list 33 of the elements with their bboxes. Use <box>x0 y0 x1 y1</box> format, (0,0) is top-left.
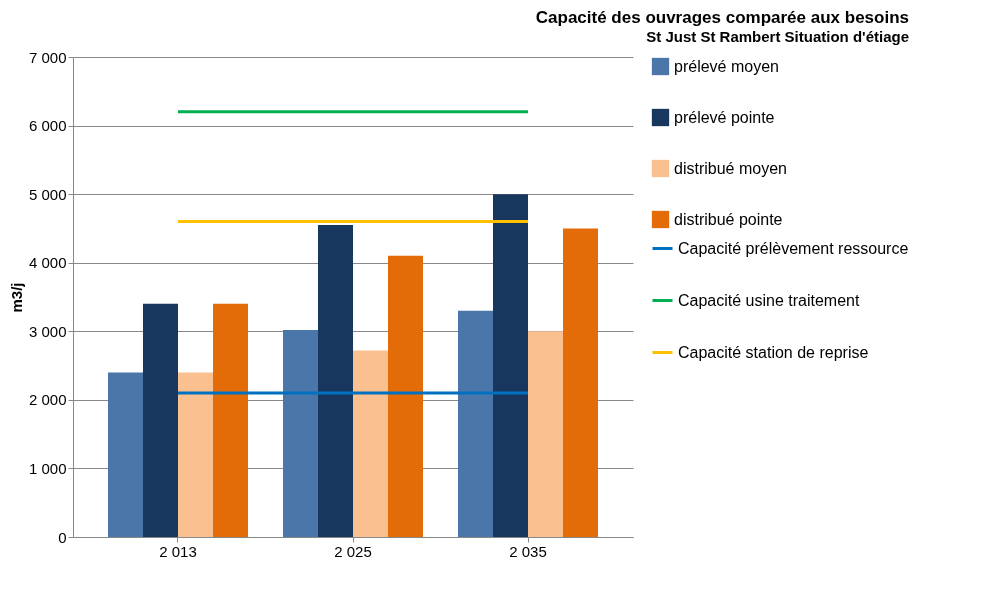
x-tick-label: 2 025 <box>334 542 372 560</box>
x-tick-label: 2 013 <box>159 542 197 560</box>
y-tick-label: 0 <box>58 528 67 546</box>
y-tick-label: 3 000 <box>28 322 67 340</box>
bar <box>528 331 563 537</box>
bar <box>353 350 388 537</box>
bar <box>213 303 248 537</box>
bar <box>283 329 318 537</box>
legend-label: Capacité usine traitement <box>678 291 860 309</box>
legend-label: distribué moyen <box>674 159 787 177</box>
text: St Just St Rambert Situation d'étiage <box>646 28 909 45</box>
bar <box>143 303 178 537</box>
legend-label: prélevé pointe <box>674 108 775 126</box>
legend-label: prélevé moyen <box>674 57 779 75</box>
y-tick-label: 1 000 <box>28 459 67 477</box>
y-tick-label: 4 000 <box>28 254 67 272</box>
bar <box>458 310 493 537</box>
x-tick-label: 2 035 <box>509 542 547 560</box>
y-axis-title: m3/j <box>7 282 25 313</box>
y-tick-label: 7 000 <box>28 48 67 66</box>
y-tick-label: 2 000 <box>28 391 67 409</box>
y-tick-label: 5 000 <box>28 185 67 203</box>
legend-label: Capacité station de reprise <box>678 343 869 361</box>
bar <box>108 372 143 537</box>
y-tick-label: 6 000 <box>28 117 67 135</box>
legend-label: Capacité prélèvement ressource <box>678 239 909 257</box>
text: Capacité des ouvrages comparée aux besoins <box>535 8 909 27</box>
bar <box>493 194 528 537</box>
bar <box>318 225 353 537</box>
legend-label: distribué pointe <box>674 210 783 228</box>
bar <box>178 372 213 537</box>
bar <box>563 228 598 537</box>
bar <box>388 255 423 537</box>
